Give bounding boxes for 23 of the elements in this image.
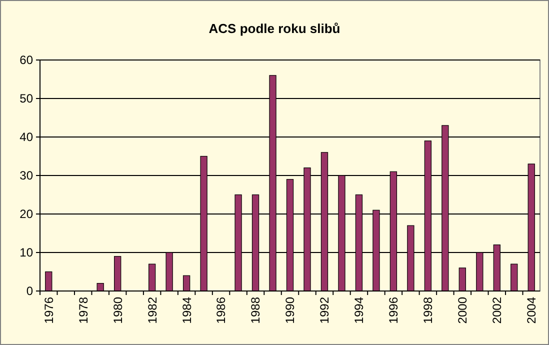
x-tick-label: 1990	[283, 296, 298, 324]
x-tick-label: 1988	[248, 296, 263, 324]
x-tick-label: 1994	[352, 296, 366, 324]
x-tick-label: 1976	[42, 296, 56, 324]
y-tick-label: 50	[20, 92, 34, 106]
x-tick-label: 1992	[318, 296, 332, 324]
y-tick-label: 40	[20, 130, 34, 144]
x-tick-label: 1980	[110, 296, 125, 324]
chart-title: ACS podle roku slibů	[208, 21, 340, 36]
y-tick-label: 0	[26, 284, 34, 298]
x-tick-label: 1996	[386, 296, 401, 324]
y-tick-label: 10	[20, 246, 34, 260]
x-tick-label: 1982	[145, 296, 160, 324]
x-tick-label: 2000	[456, 296, 470, 324]
y-tick-label: 20	[20, 207, 34, 222]
x-tick-label: 1984	[180, 296, 194, 324]
x-tick-label: 2004	[524, 296, 539, 324]
y-tick-label: 60	[20, 53, 34, 68]
x-tick-label: 2002	[490, 296, 504, 324]
y-tick-label: 30	[20, 168, 34, 183]
x-tick-label: 1998	[421, 296, 436, 324]
x-tick-label: 1986	[214, 296, 228, 324]
x-tick-label: 1978	[76, 296, 90, 324]
